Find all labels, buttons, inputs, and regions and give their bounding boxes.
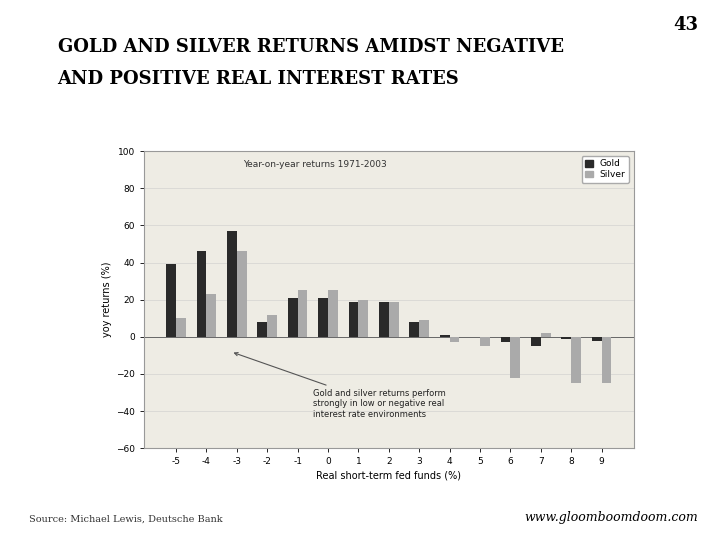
- Bar: [389, 301, 399, 337]
- Bar: [592, 337, 602, 341]
- Bar: [197, 252, 207, 337]
- Bar: [571, 337, 581, 383]
- Legend: Gold, Silver: Gold, Silver: [582, 156, 629, 183]
- Bar: [297, 291, 307, 337]
- Bar: [449, 337, 459, 342]
- X-axis label: Real short-term fed funds (%): Real short-term fed funds (%): [316, 470, 462, 481]
- Bar: [267, 314, 277, 337]
- Bar: [359, 300, 368, 337]
- Bar: [207, 294, 216, 337]
- Bar: [500, 337, 510, 342]
- Text: Gold and silver returns perform
strongly in low or negative real
interest rate e: Gold and silver returns perform strongly…: [235, 353, 446, 418]
- Bar: [480, 337, 490, 346]
- Text: AND POSITIVE REAL INTEREST RATES: AND POSITIVE REAL INTEREST RATES: [58, 70, 459, 88]
- Text: 43: 43: [673, 16, 698, 34]
- Bar: [410, 322, 419, 337]
- Bar: [348, 301, 359, 337]
- Bar: [166, 265, 176, 337]
- Text: www.gloomboomdoom.com: www.gloomboomdoom.com: [525, 511, 698, 524]
- Bar: [602, 337, 611, 383]
- Bar: [379, 301, 389, 337]
- Text: Source: Michael Lewis, Deutsche Bank: Source: Michael Lewis, Deutsche Bank: [29, 515, 222, 524]
- Bar: [227, 231, 237, 337]
- Text: GOLD AND SILVER RETURNS AMIDST NEGATIVE: GOLD AND SILVER RETURNS AMIDST NEGATIVE: [58, 38, 564, 56]
- Y-axis label: yoy returns (%): yoy returns (%): [102, 262, 112, 338]
- Bar: [237, 252, 246, 337]
- Bar: [318, 298, 328, 337]
- Bar: [541, 333, 551, 337]
- Bar: [531, 337, 541, 346]
- Bar: [440, 335, 449, 337]
- Bar: [288, 298, 297, 337]
- Bar: [510, 337, 520, 377]
- Text: Year-on-year returns 1971-2003: Year-on-year returns 1971-2003: [243, 160, 387, 169]
- Bar: [328, 291, 338, 337]
- Bar: [419, 320, 429, 337]
- Bar: [176, 318, 186, 337]
- Bar: [258, 322, 267, 337]
- Bar: [562, 337, 571, 339]
